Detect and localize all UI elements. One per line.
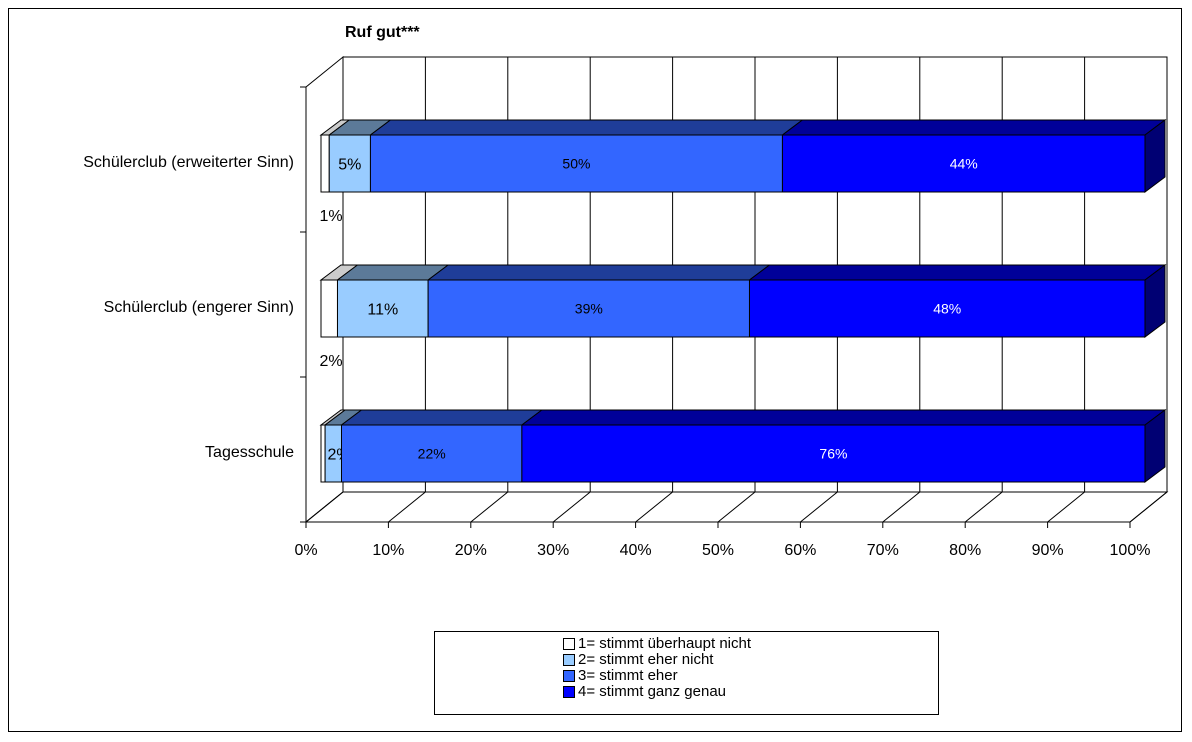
legend-label: 1= stimmt überhaupt nicht — [578, 635, 752, 652]
legend-swatch — [563, 653, 575, 666]
legend-item: 1= stimmt überhaupt nicht — [563, 635, 751, 652]
floor-gridline — [717, 491, 756, 523]
floor-gridline — [964, 491, 1003, 523]
data-label: 1% — [319, 208, 342, 225]
bar-side-face — [1144, 264, 1166, 338]
data-label: 22% — [418, 446, 446, 462]
bar-top-face — [426, 264, 771, 281]
legend-swatch — [563, 669, 575, 682]
legend-item: 3= stimmt eher — [563, 667, 678, 684]
x-tick-label: 0% — [294, 542, 317, 559]
data-label: 48% — [933, 301, 961, 317]
bar-top-face — [747, 264, 1167, 281]
bar-segment — [748, 279, 1146, 338]
floor-gridline — [305, 491, 344, 523]
bar-segment — [328, 134, 371, 193]
x-tick-label: 30% — [537, 542, 569, 559]
bar-segment — [369, 134, 783, 193]
x-tick-label: 90% — [1032, 542, 1064, 559]
x-tick-label: 10% — [372, 542, 404, 559]
bar-top-face — [520, 409, 1167, 426]
chart-title: Ruf gut*** — [345, 24, 420, 41]
x-tick-label: 80% — [949, 542, 981, 559]
bar-segment — [320, 134, 330, 193]
bar-segment — [521, 424, 1146, 483]
legend-swatch — [563, 637, 575, 650]
x-tick-label: 60% — [784, 542, 816, 559]
legend-label: 4= stimmt ganz genau — [578, 683, 727, 700]
legend-swatch — [563, 685, 575, 698]
floor-gridline — [882, 491, 921, 523]
floor-gridline — [1047, 491, 1085, 523]
legend-item: 2= stimmt eher nicht — [563, 651, 713, 668]
bar-side-face — [1144, 119, 1166, 193]
bar-top-face — [368, 119, 804, 136]
data-label: 11% — [367, 302, 398, 319]
floor-gridline — [1129, 491, 1168, 523]
bar-segment — [427, 279, 750, 338]
category-label: Schülerclub (erweiterter Sinn) — [83, 153, 294, 171]
legend-label: 2= stimmt eher nicht — [578, 651, 714, 668]
category-label: Tagesschule — [205, 443, 294, 461]
bar-side-face — [1144, 409, 1166, 483]
floor-gridline — [388, 491, 426, 523]
floor-gridline — [635, 491, 673, 523]
x-tick-label: 40% — [620, 542, 652, 559]
floor-gridline — [800, 491, 838, 523]
bar-segment — [320, 424, 326, 483]
data-label: 2% — [319, 353, 342, 370]
x-tick-label: 50% — [702, 542, 734, 559]
bar-segment — [781, 134, 1146, 193]
bar-top-face — [339, 409, 544, 426]
x-tick-label: 100% — [1110, 542, 1151, 559]
bar-segment — [336, 279, 429, 338]
floor-gridline — [470, 491, 509, 523]
legend: 1= stimmt überhaupt nicht 2= stimmt eher … — [434, 631, 939, 715]
x-tick-label: 70% — [867, 542, 899, 559]
data-label: 44% — [950, 156, 978, 172]
data-label: 76% — [819, 446, 847, 462]
legend-item: 4= stimmt ganz genau — [563, 683, 726, 700]
category-label: Schülerclub (engerer Sinn) — [103, 298, 294, 316]
bar-segment — [340, 424, 523, 483]
data-label: 39% — [575, 301, 603, 317]
bar-segment — [320, 279, 338, 338]
bar-top-face — [780, 119, 1167, 136]
data-label: 50% — [562, 156, 590, 172]
legend-label: 3= stimmt eher — [578, 667, 678, 684]
x-tick-label: 20% — [455, 542, 487, 559]
floor-gridline — [552, 491, 591, 523]
data-label: 5% — [338, 157, 361, 174]
